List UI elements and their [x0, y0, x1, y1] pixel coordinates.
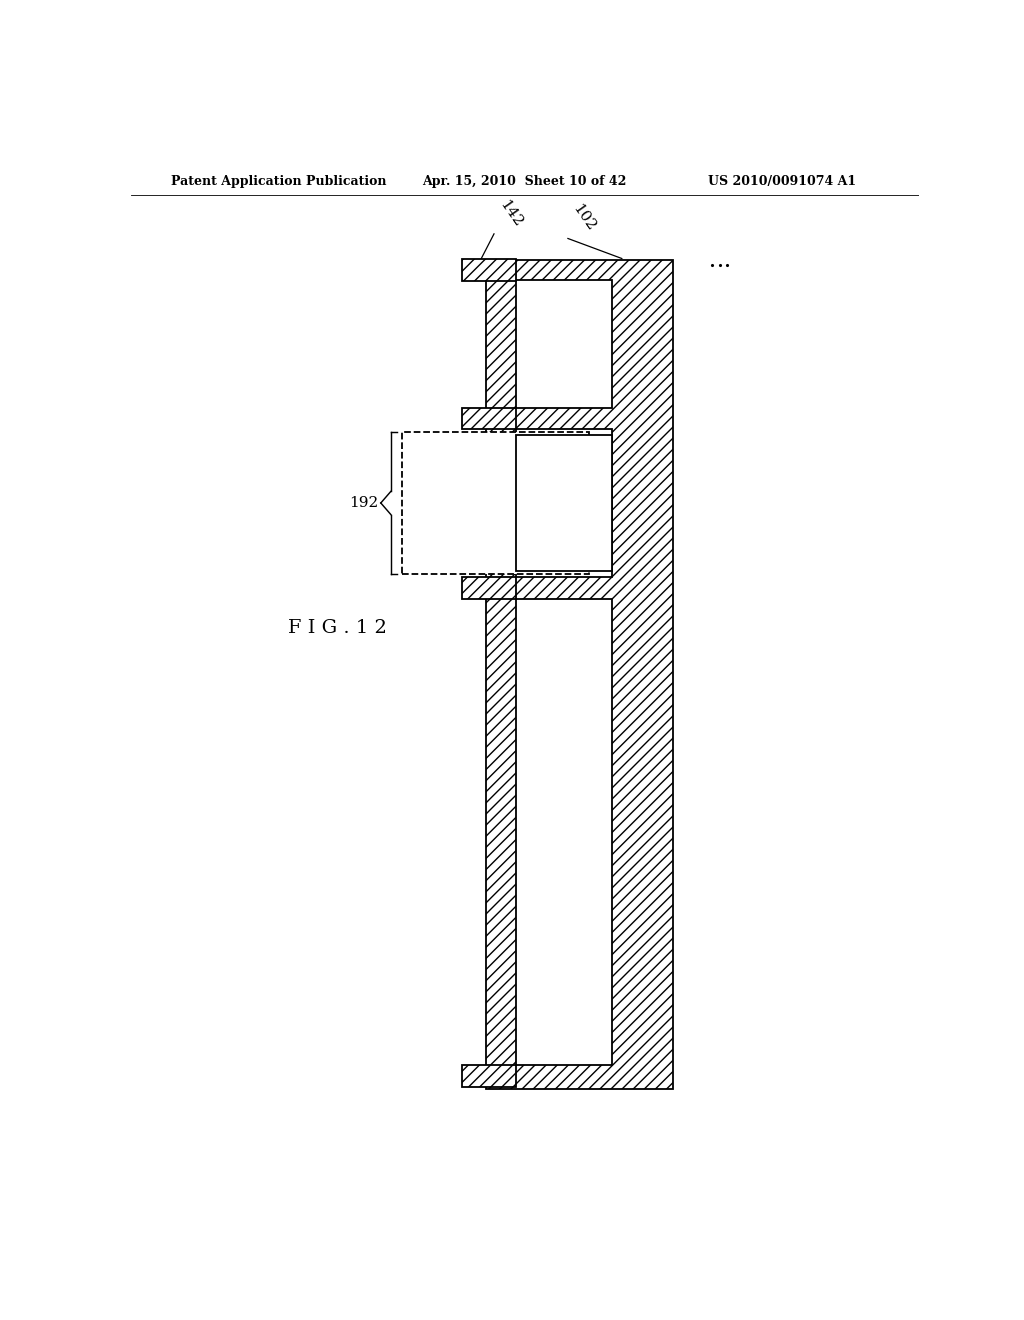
Text: 102: 102: [569, 202, 598, 234]
Bar: [462, 408, 515, 429]
Bar: [515, 599, 611, 1065]
Text: Apr. 15, 2010  Sheet 10 of 42: Apr. 15, 2010 Sheet 10 of 42: [422, 176, 626, 187]
Text: 1021: 1021: [421, 490, 460, 504]
Bar: [401, 432, 589, 574]
Text: 142: 142: [497, 197, 524, 230]
Text: 192: 192: [349, 496, 379, 511]
Bar: [515, 434, 611, 572]
Bar: [486, 260, 674, 1089]
Bar: [462, 577, 515, 599]
Bar: [462, 1065, 515, 1088]
Text: F I G . 1 2: F I G . 1 2: [289, 619, 387, 638]
Text: Patent Application Publication: Patent Application Publication: [171, 176, 386, 187]
Bar: [486, 260, 674, 1089]
Text: US 2010/0091074 A1: US 2010/0091074 A1: [708, 176, 856, 187]
Bar: [462, 259, 515, 281]
Bar: [462, 577, 515, 599]
Bar: [462, 259, 515, 281]
Bar: [515, 429, 611, 577]
Bar: [462, 1065, 515, 1088]
Bar: [515, 280, 611, 408]
Bar: [462, 408, 515, 429]
